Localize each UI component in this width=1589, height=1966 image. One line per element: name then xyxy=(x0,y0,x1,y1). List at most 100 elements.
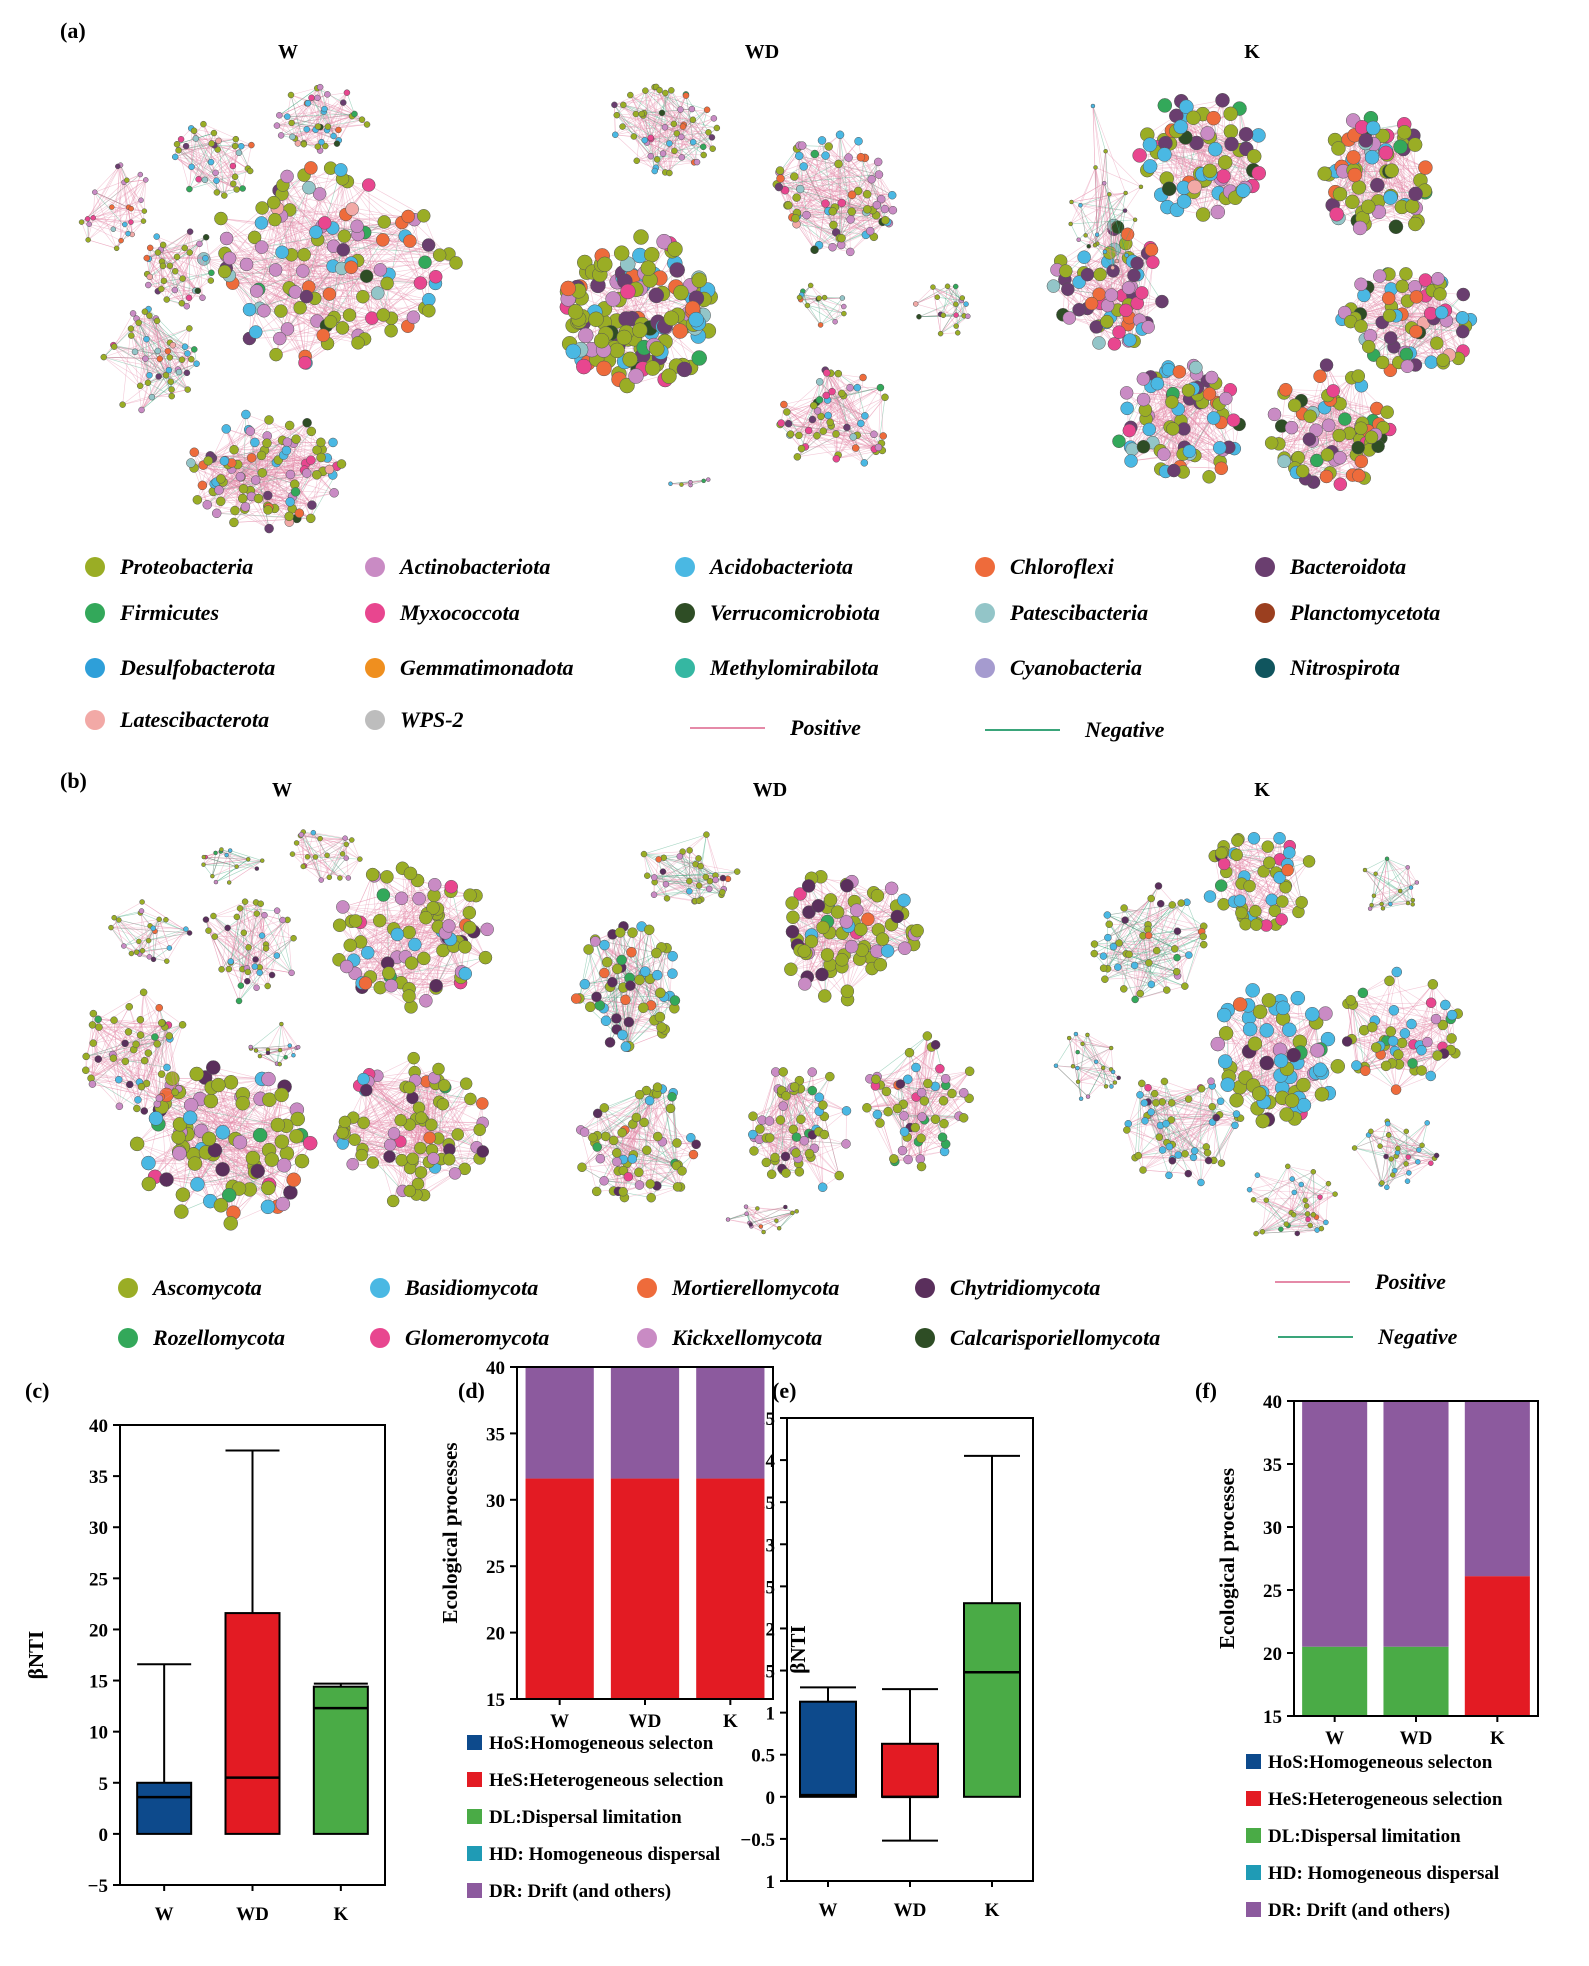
network-node xyxy=(856,152,866,162)
network-node xyxy=(1123,333,1137,347)
network-edge xyxy=(263,181,348,311)
network-node xyxy=(616,329,632,346)
network-node xyxy=(673,284,689,301)
network-node xyxy=(780,400,788,409)
network-node xyxy=(335,126,342,134)
network-node xyxy=(819,427,828,435)
network-node xyxy=(1354,319,1368,333)
network-edge xyxy=(226,428,268,444)
network-node xyxy=(1456,287,1471,302)
network-node xyxy=(273,122,281,129)
network-node xyxy=(118,237,124,244)
network-edge xyxy=(333,246,359,336)
network-node xyxy=(1357,288,1371,303)
network-node xyxy=(810,401,818,410)
network-node xyxy=(449,256,463,270)
network-node xyxy=(239,185,246,192)
network-node xyxy=(186,325,193,332)
network-node xyxy=(618,311,634,327)
network-edge xyxy=(275,307,425,355)
network-node xyxy=(689,138,697,146)
network-edge xyxy=(290,422,308,475)
network-node xyxy=(296,264,310,278)
network-node xyxy=(208,140,215,147)
network-node xyxy=(799,162,808,171)
network-node xyxy=(647,152,654,160)
network-node xyxy=(358,116,366,123)
network-node xyxy=(844,153,853,162)
network-node xyxy=(1399,267,1413,281)
network-node xyxy=(193,360,200,367)
network-node xyxy=(1365,120,1381,136)
network-node xyxy=(794,151,804,161)
network-node xyxy=(1224,136,1239,152)
network-node xyxy=(1144,243,1159,257)
network-edge xyxy=(245,414,321,443)
network-node xyxy=(141,308,149,315)
network-node xyxy=(662,89,669,97)
network-node xyxy=(679,123,687,130)
network-node xyxy=(644,246,660,263)
network-node xyxy=(324,123,332,130)
network-node xyxy=(851,444,860,452)
network-node xyxy=(1176,194,1192,209)
network-node xyxy=(359,269,374,283)
network-edge xyxy=(240,469,305,478)
network-node xyxy=(710,115,718,122)
network-node xyxy=(565,343,582,360)
network-edge xyxy=(193,467,268,496)
network-edge xyxy=(212,428,227,459)
network-edge xyxy=(229,258,324,336)
network-node xyxy=(952,283,959,290)
network-node xyxy=(783,408,791,416)
network-node xyxy=(250,437,260,448)
network-node xyxy=(1352,220,1368,236)
network-node xyxy=(186,458,196,468)
network-node xyxy=(432,248,447,262)
network-edge xyxy=(214,449,323,485)
network-node xyxy=(1382,308,1397,323)
network-node xyxy=(303,126,310,133)
network-node xyxy=(237,143,245,150)
network-node xyxy=(612,131,619,139)
network-node xyxy=(302,180,316,195)
network-node xyxy=(661,368,677,384)
network-node xyxy=(157,285,165,293)
network-edge xyxy=(88,239,117,249)
network-node xyxy=(1080,267,1095,282)
network-node xyxy=(837,198,847,208)
network-node xyxy=(1361,339,1376,354)
network-edge xyxy=(210,455,252,459)
network-node xyxy=(676,361,693,378)
network-node xyxy=(648,287,665,304)
network-node xyxy=(1455,311,1470,325)
network-node xyxy=(154,347,161,355)
network-node xyxy=(847,207,856,216)
network-edge xyxy=(234,449,305,471)
network-node xyxy=(138,197,144,203)
network-cluster xyxy=(1132,93,1266,222)
network-node xyxy=(815,396,824,404)
network-node xyxy=(804,302,811,309)
network-node xyxy=(1223,124,1239,139)
network-node xyxy=(953,323,959,329)
network-node xyxy=(867,175,876,184)
network-node xyxy=(791,214,800,223)
network-node xyxy=(376,308,390,322)
network-node xyxy=(142,355,149,362)
network-node xyxy=(934,294,941,300)
network-node xyxy=(849,433,857,441)
network-node xyxy=(159,262,167,270)
network-node xyxy=(1251,165,1266,181)
network-edge xyxy=(218,479,256,491)
network-node xyxy=(874,170,884,179)
network-node xyxy=(633,229,649,245)
network-node xyxy=(656,86,663,94)
network-node xyxy=(1217,155,1233,170)
network-node xyxy=(1077,250,1091,264)
network-node xyxy=(1186,110,1201,125)
network-edge xyxy=(224,271,331,323)
network-node xyxy=(1215,93,1230,108)
network-node xyxy=(1436,353,1450,367)
network-edge xyxy=(267,435,335,494)
